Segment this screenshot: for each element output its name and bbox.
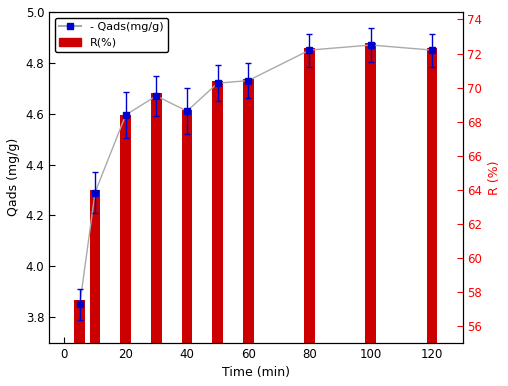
- Legend: - Qads(mg/g), R(%): - Qads(mg/g), R(%): [55, 17, 168, 52]
- Bar: [212, 81, 223, 343]
- Bar: [74, 300, 85, 343]
- Y-axis label: R (%): R (%): [488, 160, 501, 195]
- X-axis label: Time (min): Time (min): [222, 366, 290, 379]
- Bar: [120, 115, 131, 343]
- Bar: [365, 43, 376, 343]
- Bar: [151, 93, 162, 343]
- Y-axis label: Qads (mg/g): Qads (mg/g): [7, 138, 20, 217]
- Bar: [304, 48, 315, 343]
- Bar: [427, 48, 437, 343]
- Bar: [243, 79, 253, 343]
- Bar: [90, 190, 101, 343]
- Bar: [181, 110, 193, 343]
